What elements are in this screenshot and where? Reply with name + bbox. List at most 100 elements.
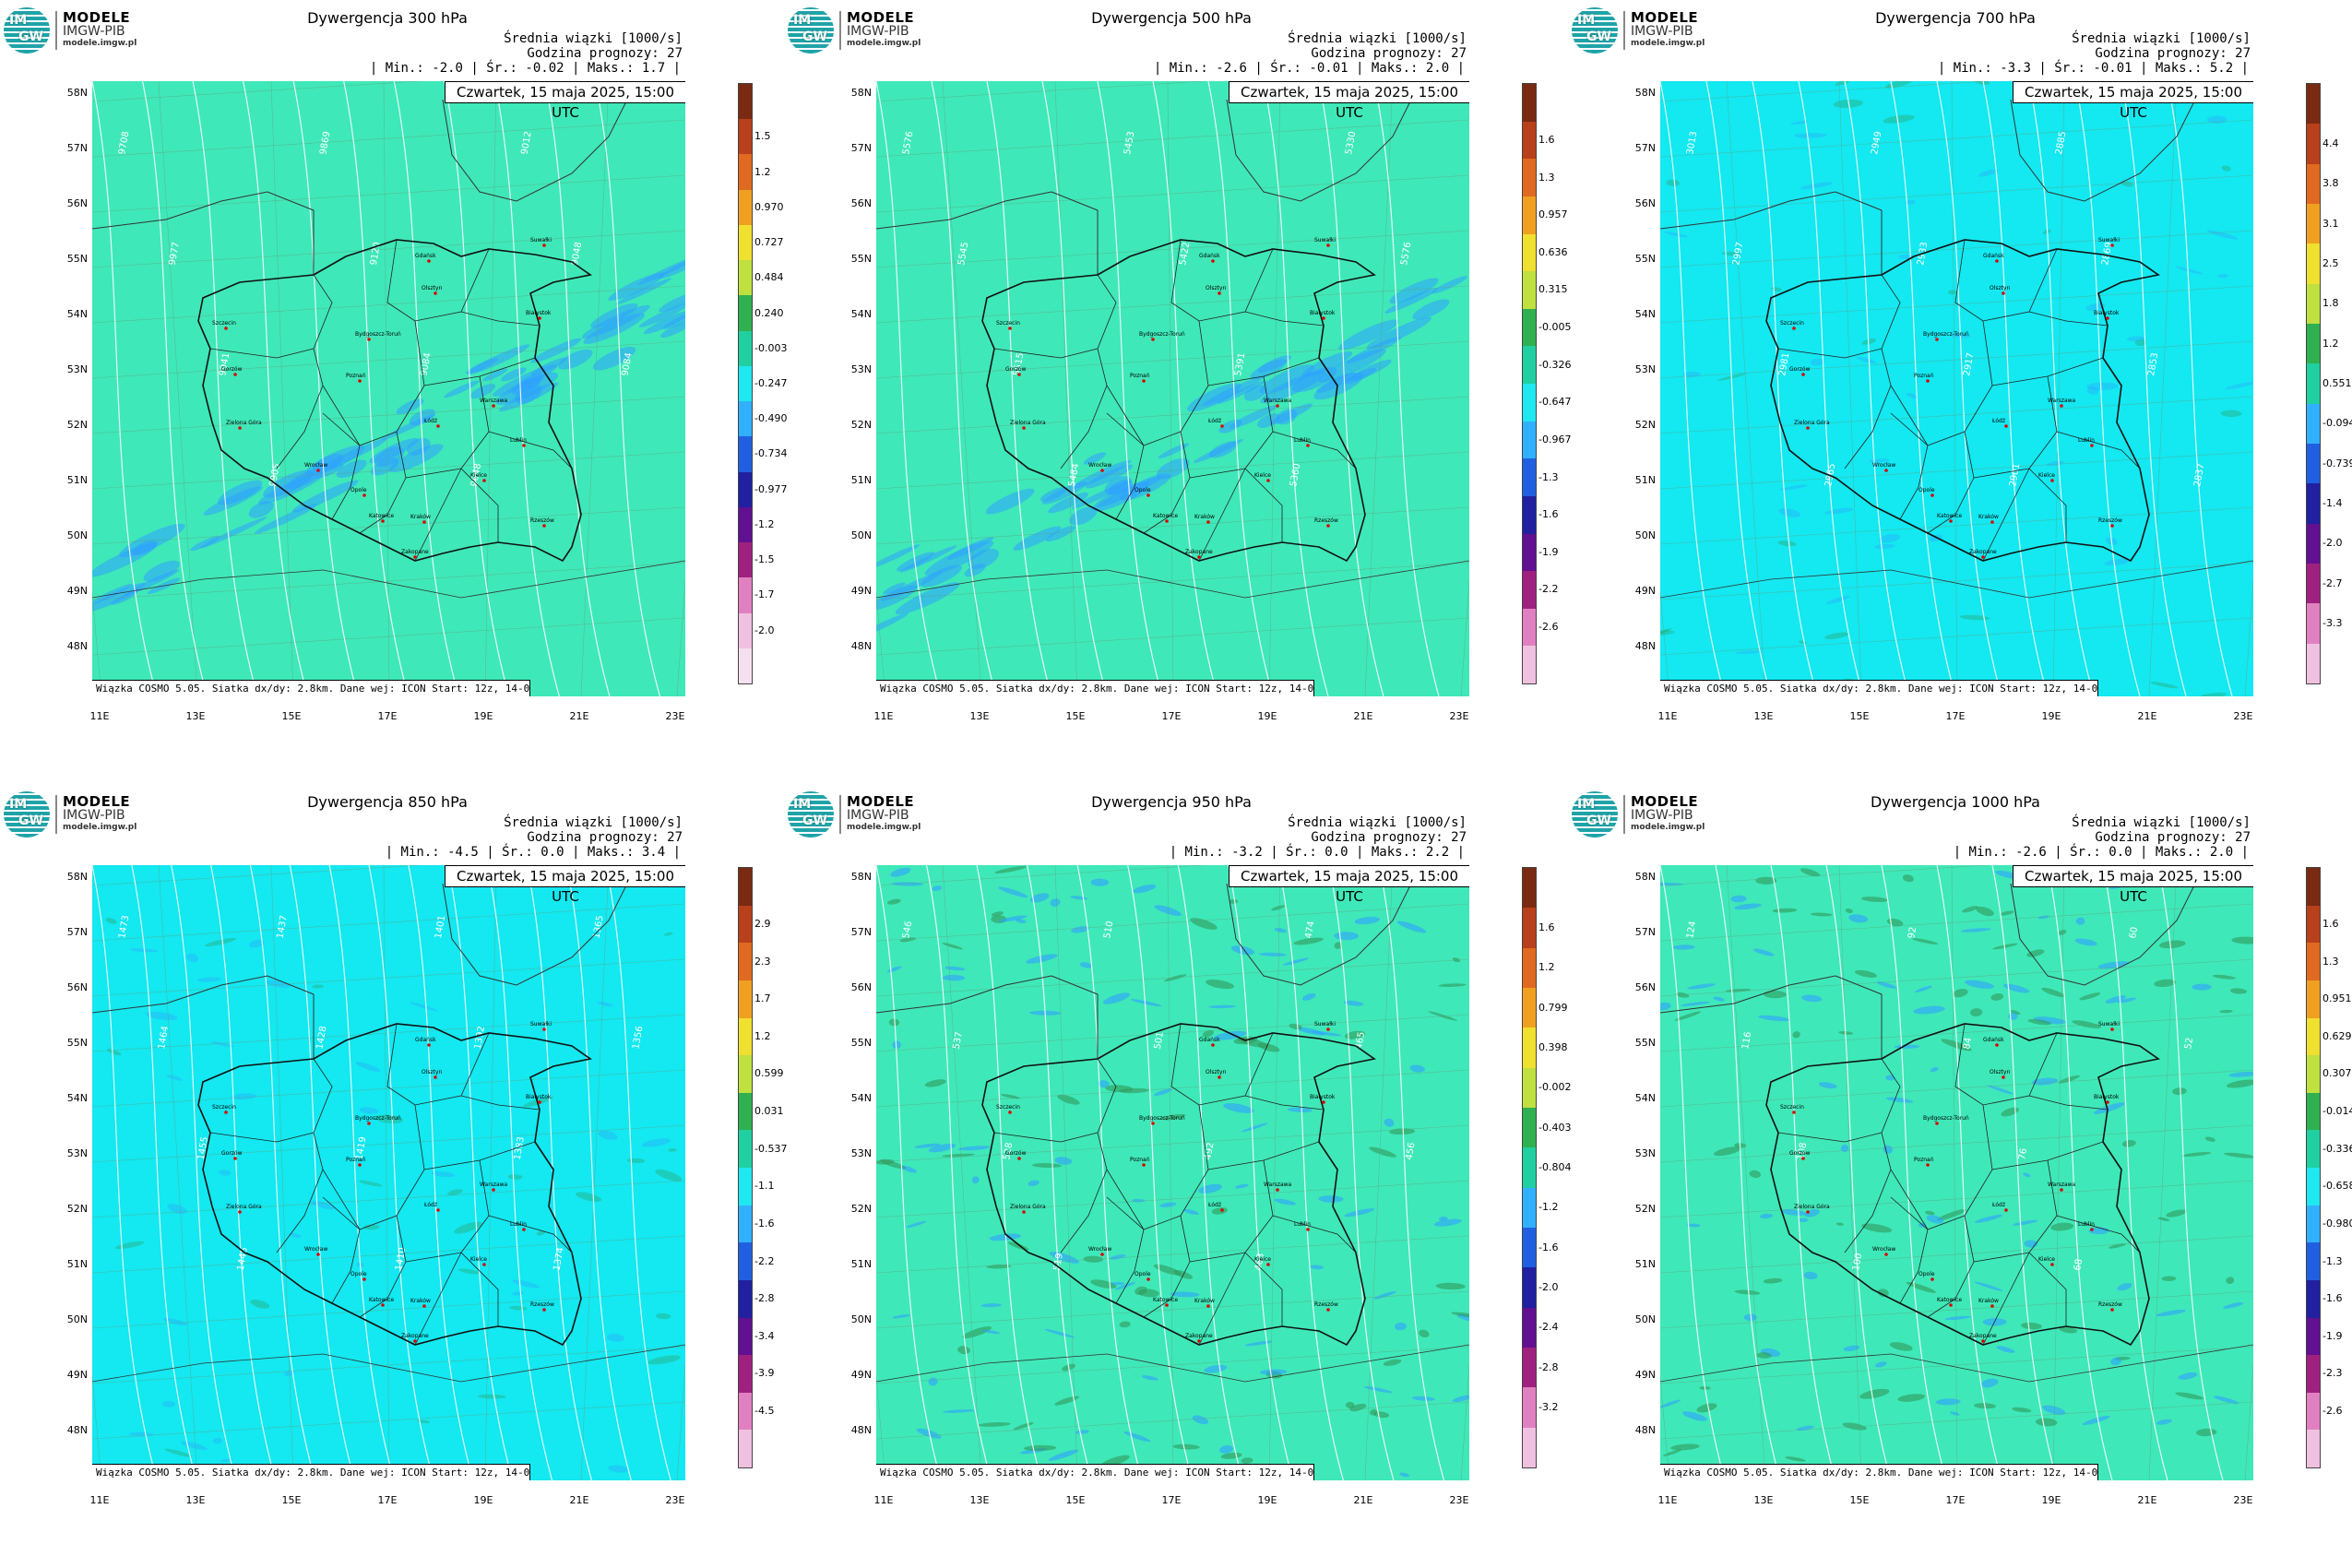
divergence-streak xyxy=(1153,1264,1182,1276)
colorbar-segment xyxy=(1523,196,1536,234)
longitude-label: 11E xyxy=(1657,710,1678,722)
colorbar-segment xyxy=(739,506,752,543)
contour-label: 100 xyxy=(1851,1253,1864,1272)
latitude-label: 57N xyxy=(850,142,872,154)
colorbar xyxy=(2306,83,2321,684)
divergence-streak xyxy=(1318,1195,1344,1203)
divergence-streak xyxy=(1965,980,1995,989)
latitude-label: 58N xyxy=(1634,87,1656,99)
convergence-streak xyxy=(1259,364,1314,395)
colorbar-tick-label: -0.336 xyxy=(2322,1142,2352,1155)
city-marker xyxy=(434,1075,437,1079)
latitude-label: 57N xyxy=(66,142,88,154)
panel-title: Dywergencja 300 hPa xyxy=(307,9,468,27)
divergence-streak xyxy=(957,1146,991,1151)
city-label: Opole xyxy=(350,1271,367,1277)
divergence-streak xyxy=(1666,179,1681,186)
latitude-label: 58N xyxy=(850,87,872,99)
divergence-streak xyxy=(1130,999,1162,1007)
convergence-streak xyxy=(1250,359,1288,380)
city-label: Poznań xyxy=(1130,1157,1150,1163)
voivodeship-border xyxy=(322,385,361,520)
colorbar-segment xyxy=(1523,84,1536,122)
city-label: Olsztyn xyxy=(422,1069,443,1075)
divergence-streak xyxy=(1369,1408,1378,1416)
convergence-streak xyxy=(499,382,559,412)
colorbar-tick-label: -1.6 xyxy=(1538,508,1559,521)
colorbar-segment xyxy=(1523,987,1536,1028)
divergence-streak xyxy=(1399,1472,1410,1478)
divergence-streak xyxy=(196,977,221,982)
latitude-label: 54N xyxy=(1634,1092,1656,1104)
colorbar-tick-label: -1.7 xyxy=(754,588,775,601)
divergence-streak xyxy=(989,1233,1022,1241)
city-label: Lublin xyxy=(2078,1221,2095,1228)
divergence-streak xyxy=(2213,1396,2239,1405)
divergence-streak xyxy=(2158,940,2186,949)
divergence-streak xyxy=(1861,1223,1893,1233)
convergence-streak xyxy=(947,537,994,560)
divergence-streak xyxy=(1409,1064,1425,1073)
voivodeship-border xyxy=(488,431,573,469)
colorbar-tick-label: -3.4 xyxy=(754,1329,775,1342)
divergence-streak xyxy=(1878,534,1901,543)
colorbar-tick-label: -0.739 xyxy=(2322,457,2352,469)
city-label: Bydgoszcz-Toruń xyxy=(1139,1115,1185,1122)
city-marker xyxy=(1792,1111,1796,1114)
stats-line: | Min.: -3.2 | Śr.: 0.0 | Maks.: 2.2 | xyxy=(1169,845,1465,860)
convergence-streak xyxy=(1229,405,1277,429)
contour-label: 1428 xyxy=(315,1026,328,1051)
latitude-gridline xyxy=(92,396,685,434)
contour-label: 519 xyxy=(1052,1253,1065,1272)
city-marker xyxy=(1322,1100,1325,1104)
longitude-label: 21E xyxy=(2137,1494,2157,1506)
divergence-streak xyxy=(1902,874,1914,883)
divergence-streak xyxy=(1793,133,1827,138)
forecast-date-box: Czwartek, 15 maja 2025, 15:00 UTC xyxy=(1229,865,1469,905)
logo-im-text: IM xyxy=(793,797,812,812)
colorbar-segment xyxy=(739,1242,752,1280)
divergence-streak xyxy=(1848,914,1869,923)
divergence-streak xyxy=(1824,632,1849,640)
longitude-label: 23E xyxy=(1449,1494,1469,1506)
height-contour xyxy=(249,865,316,1480)
divergence-streak xyxy=(2156,1309,2186,1317)
latitude-gridline xyxy=(876,617,1469,656)
convergence-streak xyxy=(255,504,318,534)
divergence-streak xyxy=(1373,1290,1396,1300)
city-label: Białystok xyxy=(1310,1094,1336,1100)
logo-im-text: IM xyxy=(9,13,28,28)
latitude-label: 51N xyxy=(850,474,872,486)
latitude-label: 51N xyxy=(850,1258,872,1270)
divergence-streak xyxy=(310,1200,336,1210)
panel-title: Dywergencja 700 hPa xyxy=(1875,9,2036,27)
colorbar-tick-label: 1.3 xyxy=(2322,955,2339,968)
divergence-streak xyxy=(2075,917,2085,925)
divergence-streak xyxy=(1660,628,1672,635)
city-marker xyxy=(436,424,440,428)
colorbar-tick-label: -2.0 xyxy=(1538,1281,1559,1293)
logo: IM GW MODELE IMGW-PIB modele.imgw.pl xyxy=(2,4,159,59)
divergence-streak xyxy=(219,1170,232,1176)
contour-label: 1446 xyxy=(236,1247,250,1272)
city-marker xyxy=(1926,1163,1930,1167)
logo-emblem-icon xyxy=(1572,791,1618,837)
divergence-streak xyxy=(1098,1080,1110,1088)
divergence-streak xyxy=(1944,1315,1971,1321)
convergence-streak xyxy=(530,357,567,375)
contour-label: 5360 xyxy=(1289,463,1302,488)
divergence-streak xyxy=(1792,1031,1800,1039)
latitude-label: 54N xyxy=(850,1092,872,1104)
divergence-streak xyxy=(980,1303,1002,1308)
height-contour xyxy=(1660,865,1726,1480)
contour-label: 9977 xyxy=(168,242,182,267)
divergence-streak xyxy=(998,886,1028,898)
divergence-streak xyxy=(284,1370,294,1376)
city-marker xyxy=(1142,379,1146,383)
height-contour xyxy=(2157,865,2224,1480)
poland-border xyxy=(1765,239,2160,563)
divergence-streak xyxy=(1411,1396,1435,1401)
divergence-streak xyxy=(1310,1030,1342,1037)
divergence-streak xyxy=(1334,932,1360,941)
colorbar-tick-label: -1.1 xyxy=(754,1180,775,1193)
